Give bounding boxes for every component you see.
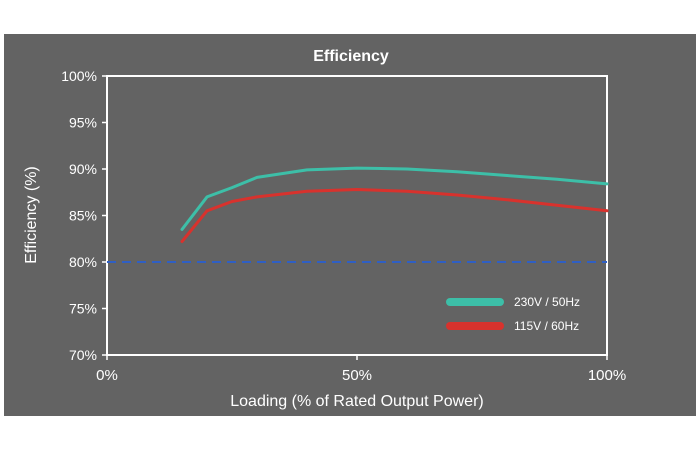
y-tick-label: 95%	[69, 115, 97, 131]
y-tick-label: 80%	[69, 254, 97, 270]
chart-panel: Efficiency 100% 95% 90% 85% 80% 75% 70% 0% 50% 1…	[4, 34, 696, 416]
series-line-0	[180, 166, 609, 231]
y-tick-label: 75%	[69, 301, 97, 317]
series-lines	[180, 166, 609, 243]
y-tick-label: 70%	[69, 347, 97, 363]
x-tick-label: 50%	[342, 367, 372, 384]
y-axis: 100% 95% 90% 85% 80% 75% 70%	[61, 68, 107, 363]
x-tick-label: 0%	[96, 367, 118, 384]
y-tick-label: 85%	[69, 208, 97, 224]
x-axis-label: Loading (% of Rated Output Power)	[230, 393, 483, 410]
x-tick-label: 100%	[588, 367, 626, 384]
legend-label-0: 230V / 50Hz	[514, 295, 580, 309]
y-tick-label: 100%	[61, 68, 97, 84]
legend: 230V / 50Hz 115V / 60Hz	[446, 295, 580, 333]
plot-area	[106, 75, 608, 356]
legend-label-1: 115V / 60Hz	[514, 319, 579, 333]
x-axis: 0% 50% 100%	[96, 355, 626, 384]
y-tick-label: 90%	[69, 161, 97, 177]
y-axis-label: Efficiency (%)	[23, 166, 40, 264]
chart-title: Efficiency	[313, 48, 389, 65]
efficiency-chart: Efficiency 100% 95% 90% 85% 80% 75% 70% 0% 50% 1…	[23, 48, 626, 410]
series-line-1	[180, 188, 609, 243]
